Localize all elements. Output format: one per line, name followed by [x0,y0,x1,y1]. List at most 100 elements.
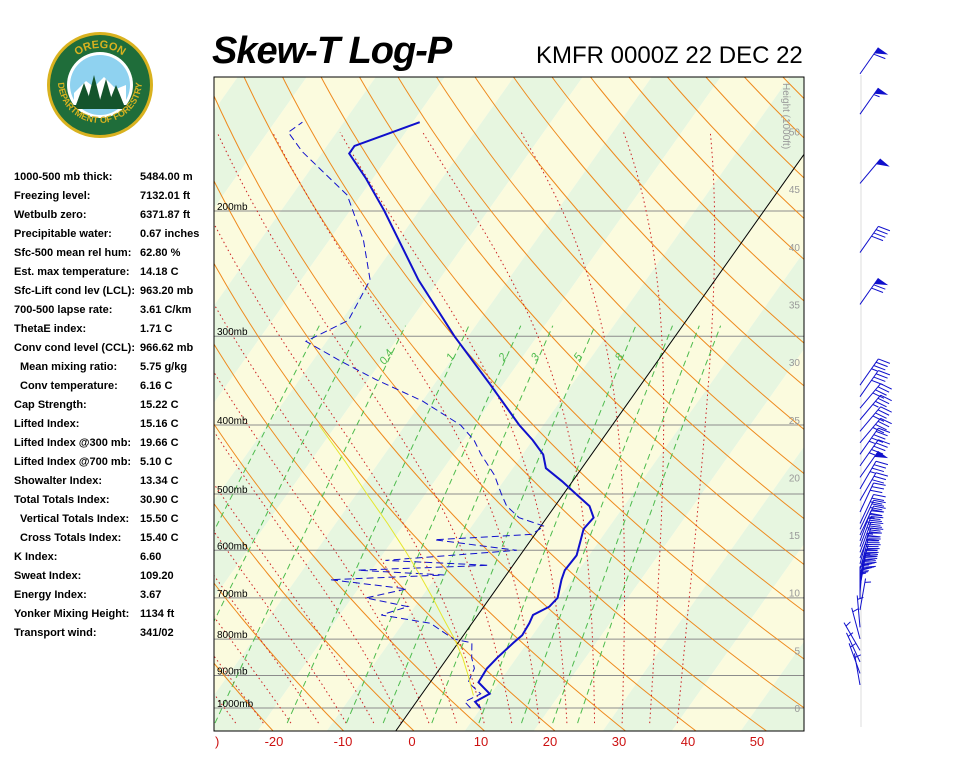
moist-adiabat [422,132,595,724]
wind-barb [859,538,881,570]
index-row: Sfc-Lift cond lev (LCL): 963.20 mb [14,282,210,301]
index-label: Sfc-500 mean rel hum: [14,247,132,259]
dry-adiabat [551,77,804,344]
dry-adiabat [821,77,960,731]
moist-adiabat [0,132,153,723]
index-row: K Index: 6.60 [14,548,210,567]
dry-adiabat [214,423,485,731]
index-row: Mean mixing ratio: 5.75 g/kg [14,358,210,377]
height-tick-label: 45 [789,185,801,196]
height-tick-label: 35 [789,300,801,311]
index-label: Cross Totals Index: [20,532,122,544]
index-value: 966.62 mb [140,342,194,354]
stability-indices-panel: 1000-500 mb thick: 5484.00 m Freezing leve… [14,168,210,643]
wind-barb-full [880,406,892,413]
wind-barb-staff [859,394,881,421]
temperature-tick-label: 0 [408,734,415,749]
index-value: 6.16 C [140,380,173,392]
wind-barb-full [880,417,892,425]
svg-text:OREGON: OREGON [72,39,127,58]
wind-barb-staff [859,358,879,386]
wind-barb-full [875,472,889,477]
dry-adiabat [214,179,697,731]
wind-barb-half [869,471,877,474]
moist-adiabat [214,483,375,724]
index-value: 5.75 g/kg [140,361,188,373]
wind-barb-half [854,654,861,658]
wind-barb-staff [859,158,881,184]
height-tick-label: 20 [789,473,801,484]
wind-barb-full [871,509,885,513]
index-value: 1134 ft [140,608,175,620]
wind-barb-full [866,527,880,530]
dry-adiabat [214,262,626,731]
index-label: Conv cond level (CCL): [14,342,136,354]
wind-barb-full [868,517,881,521]
pressure-label: 700mb [217,589,248,600]
wind-barb [859,472,889,501]
wind-barb-half [866,521,874,524]
index-row: Energy Index: 3.67 [14,586,210,605]
index-row: Sfc-500 mean rel hum: 62.80 % [14,244,210,263]
wind-barb-full [875,412,887,419]
index-row: 700-500 lapse rate: 3.61 C/km [14,301,210,320]
mixing-ratio-line [286,325,470,724]
wind-barb [859,554,878,588]
moist-adiabat [214,530,347,724]
wind-barb [859,47,889,75]
dry-adiabat [513,77,804,387]
wind-barb [859,516,884,547]
dry-adiabat [214,582,344,731]
dry-adiabat [782,77,804,100]
logo-top-text: OREGON [72,39,127,58]
wind-barb-full [862,566,875,570]
pressure-label: 500mb [217,485,248,496]
wind-barb [859,482,886,513]
dry-adiabat [214,343,556,731]
index-value: 5.10 C [140,456,173,468]
mixing-ratio-line [577,325,722,724]
index-value: 3.67 [140,589,162,601]
wind-barb-full [873,499,886,504]
wind-barb-full [871,287,884,293]
wind-barb-pennant [876,158,890,167]
mixing-ratio-line [521,325,673,724]
wind-barb-full [873,464,887,469]
wind-barb [859,394,892,421]
index-row: Cap Strength: 15.22 C [14,396,210,415]
wind-barb-full [871,497,885,501]
temperature-tick-label: -20 [265,734,284,749]
temperature-tick-label: 10 [474,734,488,749]
wind-barb-full [878,427,891,434]
pressure-label: 800mb [217,630,248,641]
index-value: 15.40 C [140,532,179,544]
index-label: Wetbulb zero: [14,209,87,221]
chart-title: Skew-T Log-P [212,30,452,72]
wind-barb-full [873,376,886,382]
dry-adiabat [474,77,804,431]
wind-barb [859,87,889,115]
wind-barb-staff [859,439,879,467]
pressure-label: 600mb [217,541,248,552]
wind-barb-full [863,560,876,562]
index-row: Cross Totals Index: 15.40 C [14,529,210,548]
temperature-band [464,251,804,731]
wind-barb-staff [859,482,874,513]
dry-adiabat [320,77,804,612]
dry-adiabat [628,77,804,261]
index-row: Transport wind: 341/02 [14,624,210,643]
moist-adiabat [520,132,625,724]
dry-adiabat [282,77,804,660]
wind-barb-staff [859,87,879,115]
wind-barb [859,158,890,184]
wind-barb-staff [859,460,877,490]
wind-barb-full [869,531,882,534]
temperature-band [214,77,376,306]
mixing-ratio-line [382,325,554,724]
index-row: Conv temperature: 6.16 C [14,377,210,396]
moist-adiabat [214,655,264,724]
wind-barb-full [875,423,887,431]
height-tick-label: 50 [789,128,801,139]
index-label: ThetaE index: [14,323,87,335]
